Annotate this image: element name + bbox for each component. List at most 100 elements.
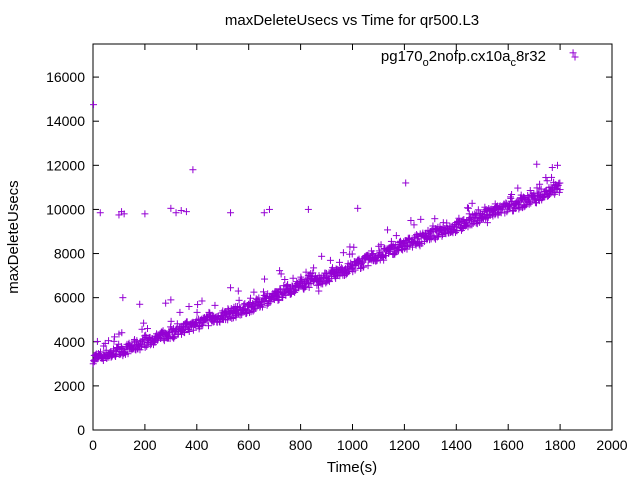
data-point (354, 204, 362, 212)
data-point (554, 161, 562, 169)
data-point (429, 222, 437, 230)
y-axis-label: maxDeleteUsecs (5, 180, 22, 293)
data-point (286, 290, 294, 298)
legend-marker (571, 53, 579, 61)
data-point (115, 330, 123, 338)
data-point (338, 267, 346, 275)
data-point (176, 308, 184, 316)
data-point (305, 283, 313, 291)
data-point (250, 288, 258, 296)
data-point (119, 294, 127, 302)
data-point (447, 223, 455, 231)
data-point (323, 269, 331, 277)
data-point (339, 249, 347, 257)
data-point (473, 214, 481, 222)
data-point (517, 191, 525, 199)
y-tick-label: 14000 (46, 113, 85, 129)
data-point (346, 243, 354, 251)
data-point (387, 237, 395, 245)
data-point (478, 212, 486, 220)
y-tick-label: 4000 (54, 334, 85, 350)
x-tick-label: 1000 (337, 437, 368, 453)
data-point (354, 256, 362, 264)
data-point (136, 300, 144, 308)
data-point (128, 345, 136, 353)
data-point (325, 275, 333, 283)
data-point (452, 228, 460, 236)
data-point (432, 235, 440, 243)
data-point (224, 305, 232, 313)
data-point (548, 173, 556, 181)
x-tick-label: 0 (89, 437, 97, 453)
data-point (96, 209, 104, 217)
legend: pg170o2nofp.cx10ac8r32 (381, 48, 579, 69)
data-point (167, 204, 175, 212)
data-point (141, 210, 149, 218)
data-point (377, 241, 385, 249)
data-point (102, 349, 110, 357)
data-point (546, 190, 554, 198)
x-tick-label: 400 (185, 437, 209, 453)
data-point (421, 230, 429, 238)
y-tick-label: 6000 (54, 290, 85, 306)
data-point (141, 341, 149, 349)
data-point (406, 234, 414, 242)
data-point (507, 194, 515, 202)
plot-frame (92, 43, 613, 431)
data-point (215, 318, 223, 326)
data-point (408, 243, 416, 251)
y-tick-label: 10000 (46, 201, 85, 217)
data-point (182, 318, 190, 326)
data-point (515, 199, 523, 207)
data-point (234, 287, 242, 295)
data-point (242, 310, 250, 318)
data-point (90, 356, 98, 364)
data-point (395, 243, 403, 251)
data-point (185, 327, 193, 335)
data-point (569, 49, 577, 57)
data-point (464, 204, 472, 212)
data-point (410, 221, 418, 229)
data-point (428, 227, 436, 235)
data-point (407, 216, 415, 224)
data-point (439, 230, 447, 238)
data-point (193, 308, 201, 316)
data-point (369, 250, 377, 258)
data-point (273, 293, 281, 301)
data-point (289, 274, 297, 282)
data-point (159, 327, 167, 335)
data-point (140, 319, 148, 327)
data-point (247, 304, 255, 312)
data-point (374, 252, 382, 260)
data-point (319, 280, 327, 288)
y-tick-label: 16000 (46, 69, 85, 85)
legend-label-main: pg170 (381, 48, 423, 65)
data-point (107, 353, 115, 361)
data-point (99, 357, 107, 365)
data-point (228, 315, 236, 323)
data-point (182, 208, 190, 216)
data-point (506, 203, 514, 211)
data-point (514, 184, 522, 192)
data-point (205, 308, 213, 316)
data-point (194, 301, 202, 309)
data-point (164, 330, 172, 338)
data-point (259, 288, 267, 296)
data-point (265, 205, 273, 213)
data-point (162, 299, 170, 307)
data-point (291, 288, 299, 296)
data-point (173, 320, 181, 328)
legend-marker-symbol (571, 53, 579, 61)
data-point (118, 329, 126, 337)
data-point (553, 184, 561, 192)
data-point (359, 258, 367, 266)
data-point (260, 291, 268, 299)
data-point (481, 203, 489, 211)
legend-label-end: 8r32 (516, 48, 546, 65)
data-point (526, 187, 534, 195)
data-point (455, 214, 463, 222)
data-point (93, 337, 101, 345)
data-point (556, 186, 564, 194)
data-point (463, 204, 471, 212)
